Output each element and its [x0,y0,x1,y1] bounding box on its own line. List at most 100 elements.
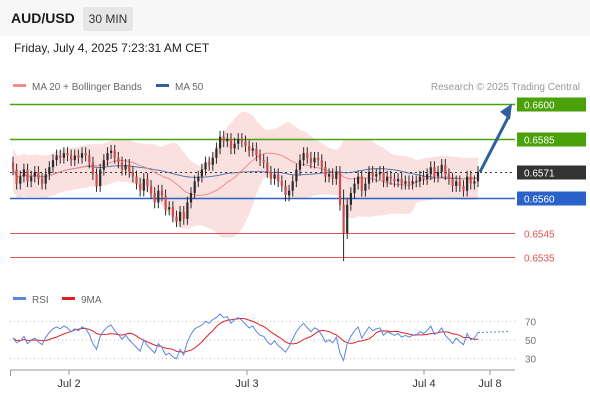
candle-body [429,167,432,175]
candle-body [41,178,44,184]
ma9-legend-swatch [62,297,75,300]
rsi-panel: 70 50 30 [10,313,537,366]
candle-body [219,136,222,149]
candle-body [84,153,87,156]
candle-body [26,169,29,182]
candle-body [55,155,58,161]
candle-body [48,167,51,175]
candle-body [353,183,356,194]
candle-body [411,181,414,184]
candle-body [88,155,91,163]
candle-body [273,174,276,179]
candle-body [226,139,229,142]
rsi-projection [477,331,511,334]
candle-body [62,153,65,158]
candle-body [120,162,124,170]
rsi-legend-label: RSI [32,295,49,306]
candle-body [280,181,283,186]
ma9-legend-label: 9MA [81,295,102,306]
candle-body [360,176,363,191]
candle-body [128,164,131,172]
candle-body [302,153,305,161]
candle-body [309,157,312,163]
candle-body [455,181,458,186]
candle-body [407,181,411,184]
rsi-line [12,313,479,363]
candle-body [248,146,251,151]
candle-body [11,162,15,170]
candle-body [371,171,374,177]
candle-body [106,153,109,161]
candle-body [364,183,367,191]
candle-body [77,155,80,158]
candle-body [131,171,134,177]
timeframe-button[interactable]: 30 MIN [83,7,133,31]
candle-body [426,174,429,179]
rsi-tick-label: 50 [525,336,537,347]
candle-body [30,176,33,182]
x-axis-ticks: Jul 2 Jul 3 Jul 4 Jul 8 [57,370,502,390]
candle-body [458,181,461,186]
candle-body [160,190,164,196]
level-labels: 0.6600 0.6585 0.6571 0.6560 0.6545 0.6535 [517,97,586,265]
candle-body [175,216,178,222]
rsi-tick-label: 30 [525,355,537,366]
candle-body [397,178,400,182]
candle-body [298,160,302,170]
candle-body [258,155,262,161]
ma20-legend-swatch [13,84,26,87]
x-axis-tick-label: Jul 2 [57,378,80,390]
moving-average-layer [12,152,479,196]
candle-body [306,153,309,158]
rsi-legend: RSI 9MA [13,295,102,306]
candle-body [237,139,240,144]
candle-body [102,160,105,170]
bollinger-band-layer [13,111,478,238]
candle-body [80,153,84,158]
candle-body [113,150,116,158]
candle-body [324,167,327,177]
candle-body [204,162,207,170]
candle-body [182,211,185,219]
candle-body [375,174,378,177]
candle-body [171,207,174,217]
candle-body [73,155,76,161]
candle-body [95,174,98,186]
ma50-legend-swatch [156,84,169,87]
copyright-label: Research © 2025 Trading Central [431,82,580,93]
forecast-arrow-layer [478,103,512,173]
level-label-0.6545: 0.6545 [524,230,555,241]
candle-body [110,150,113,153]
candle-body [288,190,291,196]
candle-body [338,171,342,205]
chart-header: AUD/USD 30 MIN [0,0,590,36]
candle-body [436,171,440,177]
candle-body [186,202,189,219]
candle-body [37,171,40,179]
candle-body [367,171,371,184]
level-label-0.6600: 0.6600 [524,101,555,112]
candle-body [142,178,145,191]
candle-body [400,178,403,184]
candle-body [313,157,316,163]
candle-body [266,162,269,172]
candle-body [146,178,149,186]
level-label-0.6571: 0.6571 [524,169,555,180]
candle-body [382,171,385,182]
candle-body [277,174,280,182]
rsi-ma-line [12,317,479,353]
candle-body [22,169,25,177]
candle-body [15,169,18,184]
candle-body [357,176,360,184]
candle-body [99,169,102,186]
candle-body [342,204,345,233]
candle-body [189,193,193,203]
candle-body [440,164,443,172]
candle-body [215,148,218,158]
candle-body [139,183,142,191]
candle-body [284,186,287,196]
candle-body [240,139,243,142]
level-label-0.6585: 0.6585 [524,136,555,147]
candle-body [70,155,73,161]
